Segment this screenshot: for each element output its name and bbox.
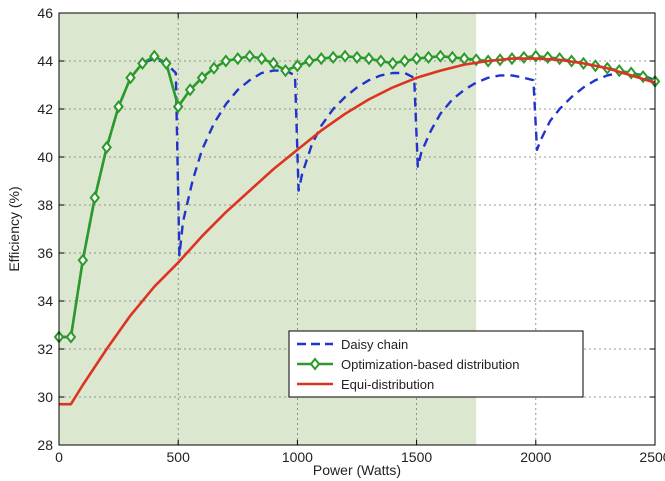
data-point-marker: [375, 54, 387, 68]
data-point-marker: [160, 56, 172, 71]
legend-marker: [309, 357, 321, 371]
data-point-marker: [363, 51, 375, 66]
data-point-marker: [435, 49, 446, 63]
data-point-marker: [125, 71, 136, 85]
data-point-marker: [411, 51, 422, 66]
data-point-marker: [280, 63, 291, 78]
data-point-marker: [101, 140, 112, 155]
legend-box: [288, 330, 584, 398]
legend-label: Daisy chain: [341, 337, 408, 352]
plot-frame: [58, 12, 656, 446]
axes-layer: 0 500 1000 1500 2000 2500 28 30 32 34 36 38 40 42 44 46: [37, 5, 665, 465]
x-tick-label: 1500: [401, 449, 432, 465]
x-tick-label: 1000: [282, 449, 313, 465]
x-axis-title: Power (Watts): [313, 462, 401, 478]
data-point-marker: [149, 49, 160, 63]
data-point-marker: [65, 330, 77, 344]
data-point-marker: [387, 56, 399, 71]
data-point-marker: [327, 50, 339, 65]
x-tick-label: 0: [55, 449, 63, 465]
data-point-marker: [196, 71, 208, 85]
y-tick-label: 32: [37, 341, 53, 357]
data-point-marker: [304, 54, 315, 68]
data-point-marker: [315, 51, 327, 66]
series-layer: [53, 49, 661, 406]
data-point-marker: [172, 99, 184, 114]
series-line-daisy-chain: [59, 57, 656, 339]
y-tick-label: 42: [37, 101, 53, 117]
x-tick-label: 500: [167, 449, 191, 465]
data-point-marker: [423, 50, 434, 65]
data-point-marker: [208, 61, 220, 75]
data-point-marker: [184, 83, 196, 97]
x-tick-label: 2000: [520, 449, 551, 465]
data-point-marker: [351, 50, 363, 65]
y-tick-label: 38: [37, 197, 53, 213]
data-point-marker: [256, 51, 267, 66]
y-tick-label: 30: [37, 389, 53, 405]
y-tick-label: 34: [37, 293, 53, 309]
data-point-marker: [470, 53, 482, 67]
data-point-marker: [268, 56, 279, 71]
y-tick-label: 36: [37, 245, 53, 261]
data-point-marker: [137, 56, 148, 71]
data-point-marker: [244, 49, 256, 63]
data-point-marker: [232, 51, 244, 66]
y-tick-label: 40: [37, 149, 53, 165]
x-tick-label: 2500: [639, 449, 665, 465]
legend-label: Optimization-based distribution: [341, 357, 519, 372]
y-axis-title: Efficiency (%): [6, 186, 22, 271]
y-tick-label: 44: [37, 53, 53, 69]
data-point-marker: [292, 59, 303, 73]
data-point-marker: [447, 50, 458, 65]
series-line-equi-distribution: [59, 57, 656, 406]
y-tick-label: 46: [37, 5, 53, 21]
legend: Daisy chain Optimization-based distributi…: [288, 330, 584, 398]
legend-label: Equi-distribution: [341, 377, 434, 392]
data-point-marker: [339, 49, 351, 63]
data-point-marker: [77, 253, 89, 267]
data-point-marker: [113, 99, 124, 114]
data-point-marker: [399, 54, 410, 68]
data-point-marker: [89, 191, 101, 205]
data-point-marker: [220, 54, 232, 68]
y-tick-label: 28: [37, 437, 53, 453]
